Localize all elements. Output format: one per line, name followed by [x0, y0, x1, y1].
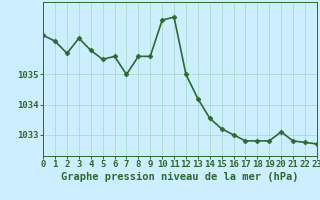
X-axis label: Graphe pression niveau de la mer (hPa): Graphe pression niveau de la mer (hPa): [61, 172, 299, 182]
